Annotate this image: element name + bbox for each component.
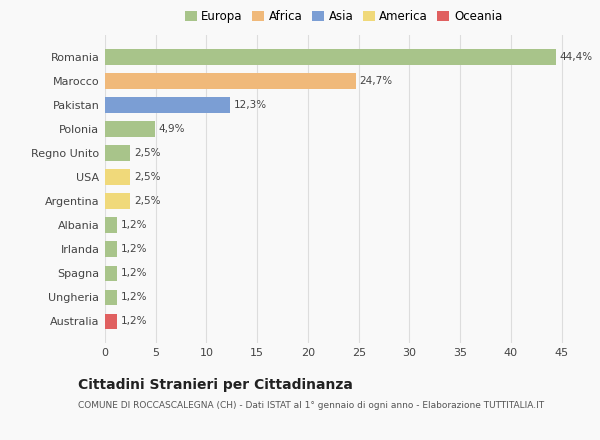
Text: 1,2%: 1,2% xyxy=(121,244,148,254)
Bar xyxy=(105,73,356,89)
Text: 44,4%: 44,4% xyxy=(560,52,593,62)
Bar xyxy=(105,97,230,113)
Text: 1,2%: 1,2% xyxy=(121,220,148,230)
Text: 1,2%: 1,2% xyxy=(121,292,148,302)
Text: 2,5%: 2,5% xyxy=(134,196,161,206)
Text: 12,3%: 12,3% xyxy=(234,100,267,110)
Bar xyxy=(105,290,117,305)
Text: 1,2%: 1,2% xyxy=(121,316,148,326)
Bar xyxy=(105,242,117,257)
Bar xyxy=(105,314,117,329)
Bar xyxy=(105,194,130,209)
Legend: Europa, Africa, Asia, America, Oceania: Europa, Africa, Asia, America, Oceania xyxy=(185,10,502,23)
Bar xyxy=(105,121,155,137)
Text: 4,9%: 4,9% xyxy=(159,124,185,134)
Bar xyxy=(105,145,130,161)
Bar xyxy=(105,49,556,65)
Text: 2,5%: 2,5% xyxy=(134,172,161,182)
Bar xyxy=(105,169,130,185)
Text: 2,5%: 2,5% xyxy=(134,148,161,158)
Text: 1,2%: 1,2% xyxy=(121,268,148,279)
Text: 24,7%: 24,7% xyxy=(360,76,393,86)
Text: COMUNE DI ROCCASCALEGNA (CH) - Dati ISTAT al 1° gennaio di ogni anno - Elaborazi: COMUNE DI ROCCASCALEGNA (CH) - Dati ISTA… xyxy=(78,401,544,411)
Text: Cittadini Stranieri per Cittadinanza: Cittadini Stranieri per Cittadinanza xyxy=(78,378,353,392)
Bar xyxy=(105,265,117,281)
Bar xyxy=(105,217,117,233)
